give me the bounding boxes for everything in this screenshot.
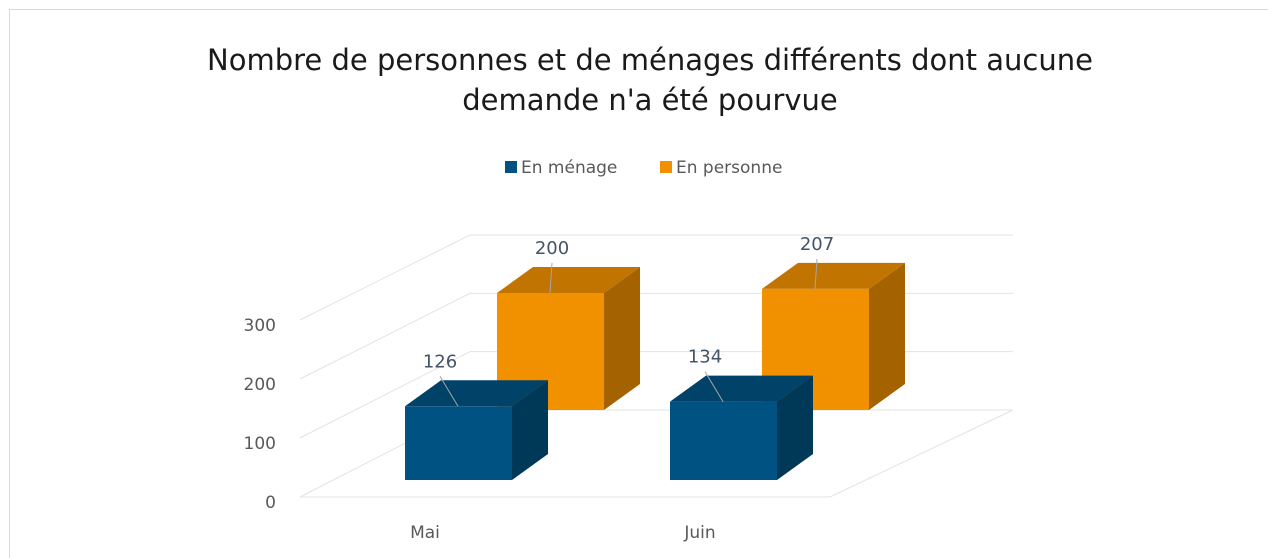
bar-side: [604, 267, 640, 410]
grid-line: [299, 351, 471, 439]
chart-frame: [9, 9, 1268, 558]
grid-line: [299, 292, 471, 380]
label-leader: [549, 262, 553, 294]
y-tick-label: 300: [244, 316, 276, 336]
legend-swatch: [505, 161, 517, 173]
bar: [405, 406, 512, 480]
bar-top: [762, 262, 905, 289]
y-tick-label: 200: [244, 375, 276, 395]
y-tick-label: 100: [244, 434, 276, 454]
data-label: 207: [800, 234, 834, 255]
label-leader: [439, 376, 459, 407]
legend-label: En personne: [676, 158, 782, 178]
chart-title: Nombre de personnes et de ménages différ…: [207, 43, 1093, 117]
x-tick-label: Juin: [683, 523, 715, 543]
bar-top: [405, 380, 548, 407]
label-leader: [814, 258, 818, 289]
grid-line: [299, 234, 471, 321]
floor-line: [829, 409, 1014, 498]
legend-label: En ménage: [521, 158, 617, 178]
data-label: 200: [535, 238, 569, 259]
x-tick-label: Mai: [410, 523, 440, 543]
y-tick-label: 0: [265, 493, 276, 513]
bar-side: [869, 262, 905, 410]
bar: [670, 401, 777, 480]
bar-top: [497, 267, 640, 293]
bar-side: [512, 380, 548, 480]
legend-swatch: [660, 161, 672, 173]
data-label: 134: [688, 347, 722, 368]
data-label: 126: [423, 351, 457, 372]
label-leader: [704, 371, 724, 402]
bar-top: [670, 375, 813, 402]
bar-side: [777, 375, 813, 480]
